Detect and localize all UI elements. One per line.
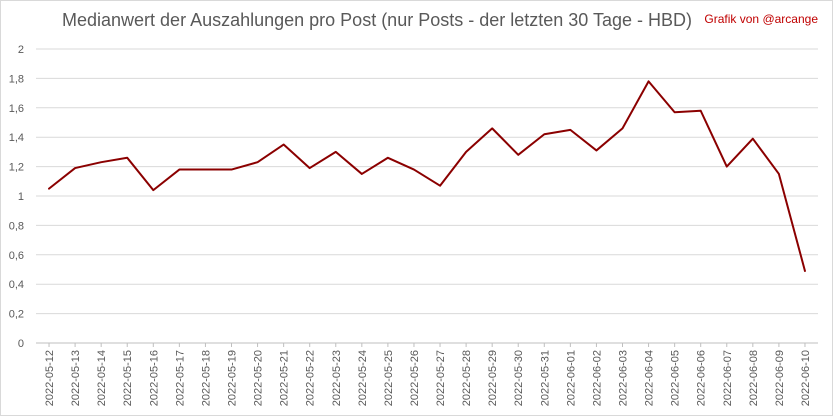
x-tick-label: 2022-05-18 bbox=[200, 350, 212, 406]
y-tick-label: 0 bbox=[18, 338, 24, 350]
x-tick-label: 2022-05-15 bbox=[122, 350, 134, 406]
x-tick-label: 2022-06-05 bbox=[670, 350, 682, 406]
x-tick-label: 2022-05-20 bbox=[253, 350, 265, 406]
series-line bbox=[48, 80, 806, 272]
y-tick-label: 2 bbox=[18, 44, 24, 56]
x-tick-label: 2022-05-19 bbox=[227, 350, 239, 406]
x-tick-label: 2022-05-24 bbox=[357, 350, 369, 406]
x-tick-label: 2022-05-31 bbox=[539, 350, 551, 406]
x-axis-ticks: 2022-05-12 2022-05-13 2022-05-14 2022-05-15… bbox=[44, 343, 812, 406]
x-tick-label: 2022-05-17 bbox=[174, 350, 186, 406]
y-tick-label: 1,8 bbox=[9, 73, 24, 85]
x-tick-label: 2022-05-28 bbox=[461, 350, 473, 406]
y-tick-label: 1,2 bbox=[9, 162, 24, 174]
chart-credit: Grafik von @arcange bbox=[704, 12, 818, 26]
x-tick-label: 2022-05-12 bbox=[44, 350, 56, 406]
x-tick-label: 2022-06-02 bbox=[591, 350, 603, 406]
x-tick-label: 2022-05-16 bbox=[148, 350, 160, 406]
x-tick-label: 2022-05-13 bbox=[70, 350, 82, 406]
chart-title: Medianwert der Auszahlungen pro Post (nu… bbox=[62, 10, 692, 30]
x-tick-label: 2022-05-14 bbox=[96, 350, 108, 406]
y-tick-label: 1 bbox=[18, 191, 24, 203]
x-tick-label: 2022-05-27 bbox=[435, 350, 447, 406]
x-tick-label: 2022-06-03 bbox=[618, 350, 630, 406]
y-axis-ticks: 0 0,2 0,4 0,6 0,8 1 1,2 1,4 1,6 1,8 2 bbox=[9, 44, 24, 350]
x-tick-label: 2022-06-10 bbox=[800, 350, 812, 406]
x-tick-label: 2022-06-09 bbox=[774, 350, 786, 406]
x-tick-label: 2022-06-08 bbox=[748, 350, 760, 406]
x-tick-label: 2022-05-21 bbox=[279, 350, 291, 406]
y-tick-label: 0,2 bbox=[9, 309, 24, 321]
x-tick-label: 2022-05-23 bbox=[331, 350, 343, 406]
y-tick-label: 0,8 bbox=[9, 220, 24, 232]
x-tick-label: 2022-06-01 bbox=[565, 350, 577, 406]
x-tick-label: 2022-06-07 bbox=[722, 350, 734, 406]
x-tick-label: 2022-05-30 bbox=[513, 350, 525, 406]
y-tick-label: 1,6 bbox=[9, 103, 24, 115]
x-tick-label: 2022-06-04 bbox=[644, 350, 656, 406]
x-tick-label: 2022-05-26 bbox=[409, 350, 421, 406]
x-tick-label: 2022-05-29 bbox=[487, 350, 499, 406]
x-tick-label: 2022-05-25 bbox=[383, 350, 395, 406]
x-tick-label: 2022-06-06 bbox=[696, 350, 708, 406]
series-layer bbox=[48, 80, 806, 272]
y-tick-label: 0,4 bbox=[9, 279, 24, 291]
y-tick-label: 1,4 bbox=[9, 132, 24, 144]
x-tick-label: 2022-05-22 bbox=[305, 350, 317, 406]
gridlines bbox=[36, 48, 818, 344]
y-tick-label: 0,6 bbox=[9, 250, 24, 262]
